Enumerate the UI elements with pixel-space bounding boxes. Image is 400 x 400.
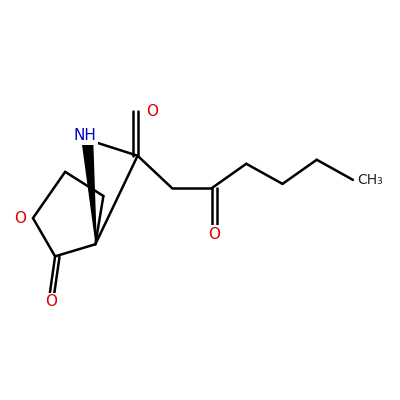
Polygon shape <box>82 139 96 244</box>
Text: CH₃: CH₃ <box>357 173 383 187</box>
Text: O: O <box>146 104 158 119</box>
Text: O: O <box>45 294 57 309</box>
Text: O: O <box>208 227 220 242</box>
Text: O: O <box>14 211 26 226</box>
Text: NH: NH <box>74 128 97 143</box>
